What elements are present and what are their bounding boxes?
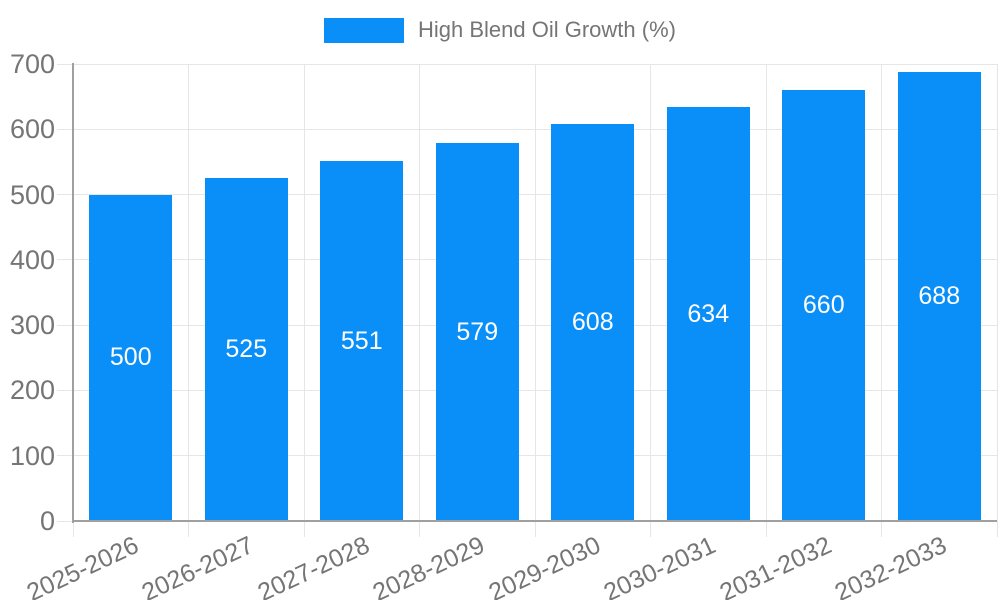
legend-label: High Blend Oil Growth (%) (418, 17, 676, 42)
bar-value-label: 551 (340, 326, 383, 355)
bar: 579 (435, 143, 519, 521)
bar: 551 (320, 161, 404, 521)
y-axis-line (72, 63, 74, 523)
bar-value-label: 525 (225, 335, 268, 364)
gridline-vertical (419, 64, 420, 537)
gridline-horizontal (57, 324, 997, 326)
bar: 660 (782, 90, 866, 521)
bar-value-label: 579 (456, 317, 499, 346)
y-tick-label: 700 (9, 49, 55, 79)
x-axis-line (72, 520, 997, 522)
gridline-horizontal (57, 63, 997, 65)
y-tick-label: 100 (9, 440, 55, 471)
gridline-horizontal (57, 194, 997, 196)
y-tick-label: 200 (9, 375, 55, 406)
legend-swatch-icon (324, 17, 404, 43)
gridline-horizontal (57, 455, 997, 457)
y-tick-label: 600 (9, 114, 55, 145)
bar-value-label: 660 (802, 291, 845, 320)
bar-value-label: 634 (687, 299, 730, 328)
gridline-vertical (303, 64, 305, 537)
bar: 525 (204, 178, 288, 521)
bar: 634 (666, 107, 750, 521)
y-tick-label: 400 (9, 244, 55, 275)
gridline-horizontal (57, 259, 997, 261)
bar: 688 (897, 71, 981, 521)
bar: 500 (89, 194, 173, 521)
y-tick-label: 300 (9, 310, 55, 341)
bar-value-label: 688 (918, 281, 961, 310)
gridline-vertical (650, 64, 651, 537)
y-tick-label: 500 (9, 179, 55, 210)
gridline-vertical (881, 64, 882, 537)
gridline-vertical (996, 64, 998, 537)
gridline-vertical (534, 64, 536, 537)
gridline-horizontal (57, 389, 997, 391)
gridline-vertical (765, 64, 767, 537)
plot-area: 500 525 551 579 608 634 660 688 (57, 63, 998, 537)
chart-legend[interactable]: High Blend Oil Growth (%) (0, 17, 1000, 43)
y-tick-label: 0 (39, 506, 55, 536)
bar-value-label: 500 (109, 343, 152, 372)
gridline-vertical (188, 64, 189, 537)
bar-value-label: 608 (571, 308, 614, 337)
gridline-horizontal (57, 128, 997, 130)
bar: 608 (551, 124, 635, 521)
